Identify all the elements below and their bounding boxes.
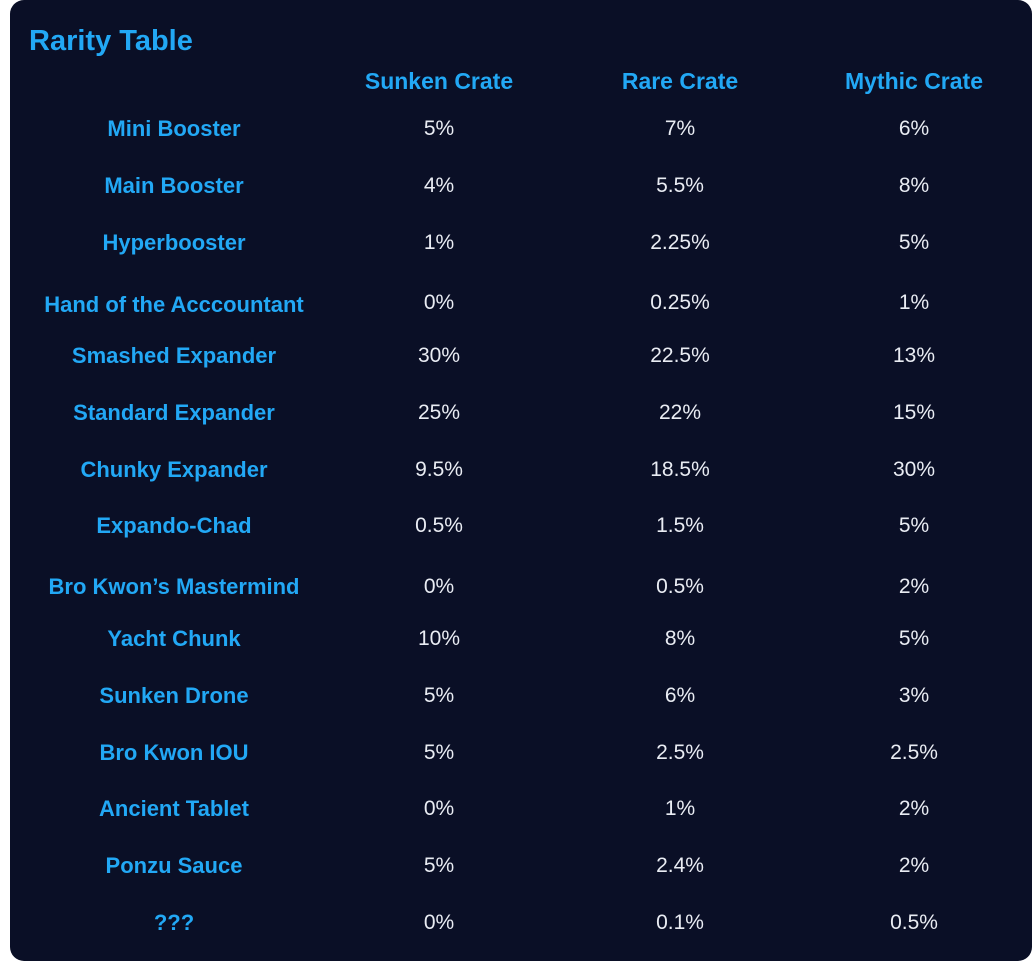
row-label: Bro Kwon IOU	[99, 740, 249, 765]
table-row: Ponzu Sauce 5% 2.4% 2%	[10, 851, 1032, 881]
cell-sunken-crate: 0%	[423, 291, 455, 314]
row-label: Mini Booster	[107, 116, 241, 141]
row-label: Main Booster	[104, 173, 244, 198]
row-label: Smashed Expander	[71, 343, 277, 368]
table-row: Smashed Expander 30% 22.5% 13%	[10, 341, 1032, 371]
column-header-mythic-crate: Mythic Crate	[844, 68, 984, 94]
cell-mythic-crate: 5%	[898, 514, 930, 537]
cell-rare-crate: 18.5%	[650, 458, 710, 481]
cell-mythic-crate: 1%	[898, 291, 930, 314]
cell-mythic-crate: 30%	[892, 458, 936, 481]
row-label: Hyperbooster	[102, 230, 246, 255]
row-label: Yacht Chunk	[107, 626, 241, 651]
cell-mythic-crate: 2%	[898, 797, 930, 820]
cell-mythic-crate: 15%	[892, 401, 936, 424]
cell-rare-crate: 0.5%	[656, 575, 704, 598]
cell-mythic-crate: 2.5%	[890, 741, 938, 764]
cell-sunken-crate: 9.5%	[415, 458, 463, 481]
table-row: Bro Kwon’s Mastermind 0% 0.5% 2%	[10, 572, 1032, 602]
table-row: Expando-Chad 0.5% 1.5% 5%	[10, 511, 1032, 541]
cell-sunken-crate: 5%	[423, 684, 455, 707]
cell-rare-crate: 6%	[664, 684, 696, 707]
table-row: Hand of the Acccountant 0% 0.25% 1%	[10, 288, 1032, 318]
cell-sunken-crate: 25%	[417, 401, 461, 424]
cell-rare-crate: 7%	[664, 117, 696, 140]
cell-rare-crate: 0.1%	[656, 911, 704, 934]
cell-rare-crate: 22%	[658, 401, 702, 424]
column-header-sunken-crate: Sunken Crate	[364, 68, 514, 94]
rarity-table-card: Rarity Table Sunken Crate Rare Crate Myt…	[10, 0, 1032, 961]
table-row: Chunky Expander 9.5% 18.5% 30%	[10, 455, 1032, 485]
cell-mythic-crate: 6%	[898, 117, 930, 140]
cell-mythic-crate: 3%	[898, 684, 930, 707]
table-row: Standard Expander 25% 22% 15%	[10, 398, 1032, 428]
row-label: Hand of the Acccountant	[44, 292, 304, 317]
cell-mythic-crate: 13%	[892, 344, 936, 367]
table-row: Yacht Chunk 10% 8% 5%	[10, 624, 1032, 654]
cell-mythic-crate: 5%	[898, 231, 930, 254]
cell-sunken-crate: 5%	[423, 854, 455, 877]
row-label: Chunky Expander	[80, 457, 268, 482]
cell-rare-crate: 0.25%	[650, 291, 710, 314]
cell-sunken-crate: 0.5%	[415, 514, 463, 537]
cell-sunken-crate: 1%	[423, 231, 455, 254]
cell-rare-crate: 2.5%	[656, 741, 704, 764]
table-row: Bro Kwon IOU 5% 2.5% 2.5%	[10, 738, 1032, 768]
cell-rare-crate: 22.5%	[650, 344, 710, 367]
cell-sunken-crate: 5%	[423, 741, 455, 764]
cell-mythic-crate: 0.5%	[890, 911, 938, 934]
table-row: ??? 0% 0.1% 0.5%	[10, 908, 1032, 938]
cell-sunken-crate: 10%	[417, 627, 461, 650]
row-label: Ponzu Sauce	[105, 853, 243, 878]
cell-mythic-crate: 5%	[898, 627, 930, 650]
cell-sunken-crate: 5%	[423, 117, 455, 140]
cell-sunken-crate: 4%	[423, 174, 455, 197]
column-header-rare-crate: Rare Crate	[621, 68, 739, 94]
table-row: Sunken Drone 5% 6% 3%	[10, 681, 1032, 711]
cell-rare-crate: 8%	[664, 627, 696, 650]
table-row: Hyperbooster 1% 2.25% 5%	[10, 228, 1032, 258]
table-row: Mini Booster 5% 7% 6%	[10, 114, 1032, 144]
cell-rare-crate: 1.5%	[656, 514, 704, 537]
table-row: Main Booster 4% 5.5% 8%	[10, 171, 1032, 201]
cell-mythic-crate: 2%	[898, 854, 930, 877]
cell-sunken-crate: 0%	[423, 797, 455, 820]
cell-rare-crate: 1%	[664, 797, 696, 820]
cell-mythic-crate: 2%	[898, 575, 930, 598]
table-row: Ancient Tablet 0% 1% 2%	[10, 794, 1032, 824]
cell-sunken-crate: 0%	[423, 911, 455, 934]
cell-rare-crate: 5.5%	[656, 174, 704, 197]
row-label: Standard Expander	[73, 400, 275, 425]
row-label: Ancient Tablet	[99, 796, 249, 821]
cell-mythic-crate: 8%	[898, 174, 930, 197]
cell-sunken-crate: 30%	[417, 344, 461, 367]
row-label: Expando-Chad	[96, 513, 252, 538]
row-label: Sunken Drone	[99, 683, 249, 708]
cell-sunken-crate: 0%	[423, 575, 455, 598]
cell-rare-crate: 2.25%	[650, 231, 710, 254]
table-title: Rarity Table	[29, 25, 193, 57]
cell-rare-crate: 2.4%	[656, 854, 704, 877]
row-label: ???	[153, 910, 195, 935]
row-label: Bro Kwon’s Mastermind	[48, 574, 300, 599]
